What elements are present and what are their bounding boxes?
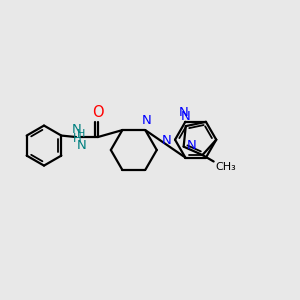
- Text: CH₃: CH₃: [215, 162, 236, 172]
- Text: H: H: [73, 132, 81, 145]
- Text: N: N: [77, 140, 87, 152]
- Text: N: N: [181, 110, 191, 123]
- Text: H: H: [77, 129, 86, 139]
- Text: N: N: [142, 114, 151, 127]
- Text: O: O: [92, 105, 104, 120]
- Text: N: N: [179, 106, 188, 119]
- Text: N: N: [72, 123, 82, 136]
- Text: N: N: [162, 134, 172, 147]
- Text: N: N: [187, 139, 197, 152]
